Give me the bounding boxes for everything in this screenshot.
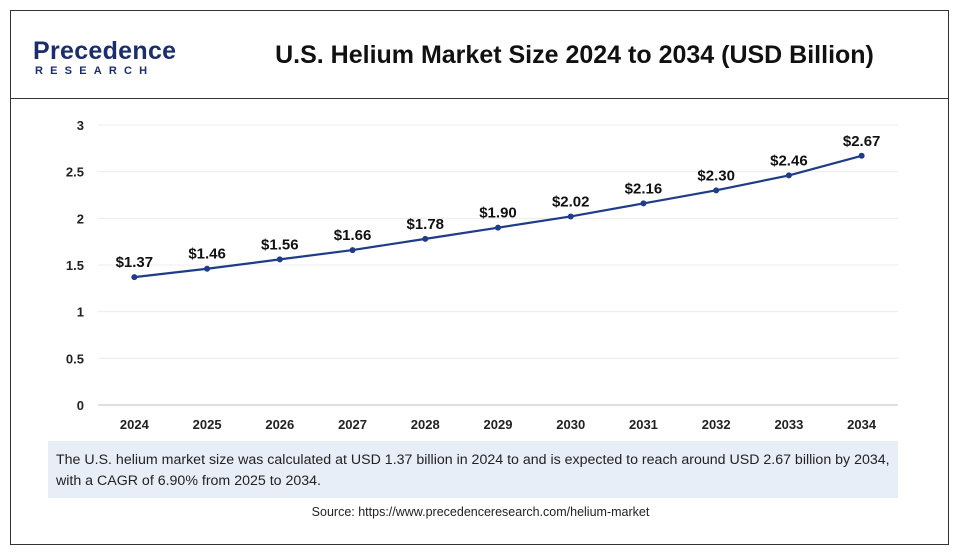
x-tick-label: 2033 — [774, 417, 803, 432]
x-tick-label: 2024 — [120, 417, 150, 432]
data-label: $2.46 — [770, 152, 808, 169]
data-point — [276, 256, 283, 263]
data-label: $1.90 — [479, 205, 517, 222]
data-label: $2.02 — [552, 193, 590, 210]
y-tick-label: 0.5 — [66, 351, 84, 366]
logo-sub-text: RESEARCH — [35, 65, 155, 77]
data-point — [858, 152, 865, 159]
y-tick-label: 0 — [77, 398, 84, 413]
x-tick-label: 2031 — [629, 417, 658, 432]
line-chart: 0 0.5 1 1.5 2 2.5 3 2024 2025 2026 2027 2028 2029 203… — [66, 118, 898, 432]
data-label: $1.78 — [406, 216, 444, 233]
data-point — [204, 265, 211, 272]
logo-main-text: Precedence — [33, 37, 177, 65]
source-text: Source: https://www.precedenceresearch.c… — [311, 505, 650, 519]
data-point — [713, 187, 720, 194]
y-tick-label: 1 — [77, 305, 84, 320]
data-label: $1.56 — [261, 236, 299, 253]
data-label: $2.67 — [843, 133, 881, 150]
x-tick-label: 2027 — [338, 417, 367, 432]
header: Precedence RESEARCH U.S. Helium Market S… — [11, 11, 948, 99]
data-label: $1.46 — [188, 246, 226, 263]
y-tick-label: 3 — [77, 118, 84, 133]
data-label: $2.16 — [625, 180, 663, 197]
data-point — [567, 213, 574, 220]
data-point — [422, 235, 429, 242]
data-label: $2.30 — [697, 167, 735, 184]
x-tick-label: 2034 — [847, 417, 877, 432]
x-tick-label: 2029 — [484, 417, 513, 432]
data-point — [495, 224, 501, 231]
x-tick-label: 2032 — [702, 417, 731, 432]
y-tick-label: 1.5 — [66, 258, 84, 273]
y-tick-label: 2.5 — [66, 165, 84, 180]
data-point — [131, 274, 138, 281]
chart-title: U.S. Helium Market Size 2024 to 2034 (US… — [275, 41, 874, 69]
x-tick-label: 2030 — [556, 417, 585, 432]
x-tick-label: 2026 — [265, 417, 294, 432]
data-label: $1.37 — [116, 254, 154, 271]
data-point — [349, 247, 356, 254]
data-point — [785, 172, 792, 179]
data-point — [640, 200, 647, 207]
x-tick-label: 2028 — [411, 417, 440, 432]
x-tick-label: 2025 — [193, 417, 222, 432]
precedence-research-logo: Precedence RESEARCH — [33, 37, 177, 81]
summary-note: The U.S. helium market size was calculat… — [48, 441, 898, 498]
y-tick-label: 2 — [77, 211, 84, 226]
data-label: $1.66 — [334, 227, 372, 244]
